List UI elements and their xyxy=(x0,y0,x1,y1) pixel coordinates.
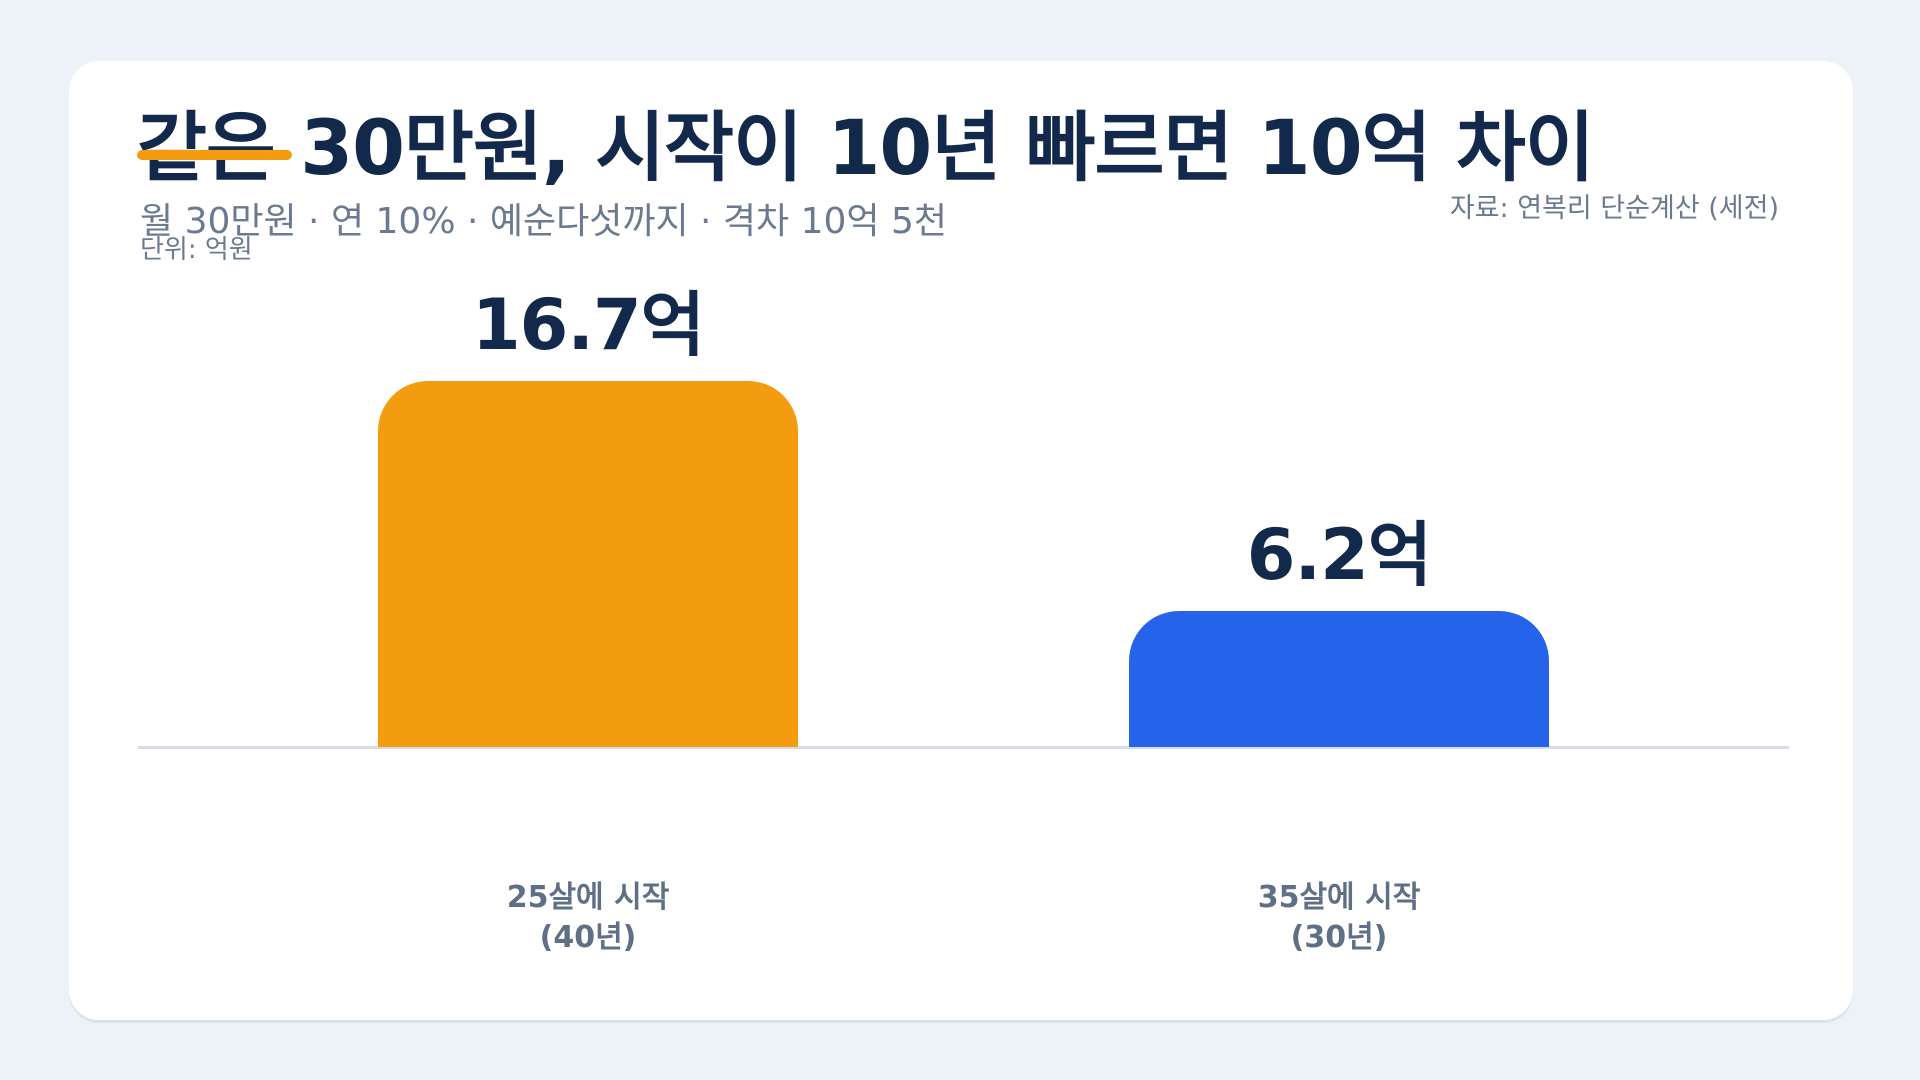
baseline xyxy=(138,746,1789,749)
x-tick-label: 35살에 시작 (30년) xyxy=(1257,880,1421,955)
chart-title: 같은 30만원, 시작이 10년 빠르면 10억 차이 xyxy=(137,103,1595,192)
bar xyxy=(1129,611,1549,747)
title-highlight xyxy=(137,150,292,160)
value-label: 6.2억 xyxy=(1246,514,1432,597)
bar xyxy=(378,381,798,747)
source: 자료: 연복리 단순계산 (세전) xyxy=(1449,193,1779,224)
card xyxy=(69,61,1853,1020)
x-tick-label: 25살에 시작 (40년) xyxy=(506,880,670,955)
unit-label: 단위: 억원 xyxy=(140,235,253,265)
subtitle: 월 30만원 · 연 10% · 예순다섯까지 · 격차 10억 5천 xyxy=(140,201,947,242)
value-label: 16.7억 xyxy=(471,284,705,366)
